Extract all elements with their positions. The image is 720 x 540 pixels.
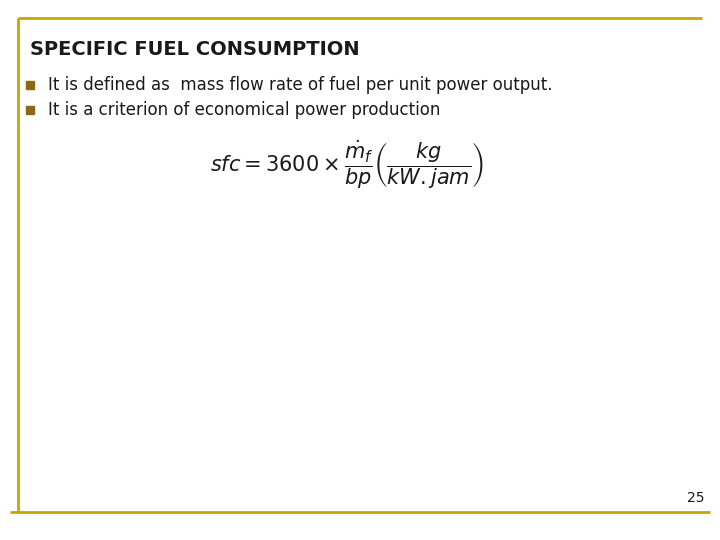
Text: $sfc = 3600 \times \dfrac{\dot{m}_f}{bp} \left(\dfrac{kg}{kW.jam}\right)$: $sfc = 3600 \times \dfrac{\dot{m}_f}{bp}… (210, 139, 485, 192)
Text: 25: 25 (688, 491, 705, 505)
Text: SPECIFIC FUEL CONSUMPTION: SPECIFIC FUEL CONSUMPTION (30, 40, 359, 59)
Text: It is a criterion of economical power production: It is a criterion of economical power pr… (48, 101, 441, 119)
Text: It is defined as  mass flow rate of fuel per unit power output.: It is defined as mass flow rate of fuel … (48, 76, 552, 94)
